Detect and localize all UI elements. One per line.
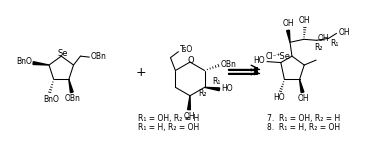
Text: TsO: TsO bbox=[180, 45, 194, 54]
Text: HO: HO bbox=[274, 93, 285, 102]
Polygon shape bbox=[299, 79, 304, 93]
Text: OH: OH bbox=[183, 112, 195, 121]
Text: Se: Se bbox=[57, 49, 68, 58]
Text: OBn: OBn bbox=[65, 94, 81, 103]
Text: R₁: R₁ bbox=[331, 39, 339, 48]
Polygon shape bbox=[69, 79, 73, 93]
Text: R₁: R₁ bbox=[212, 77, 221, 86]
Text: HO: HO bbox=[222, 84, 233, 93]
Text: OH: OH bbox=[339, 28, 350, 37]
Text: ⁺Se: ⁺Se bbox=[275, 52, 290, 61]
Polygon shape bbox=[254, 70, 259, 75]
Text: +: + bbox=[135, 66, 146, 80]
Text: OH: OH bbox=[298, 94, 309, 103]
Text: R₁ = H, R₂ = OH: R₁ = H, R₂ = OH bbox=[138, 123, 199, 132]
Text: R₂: R₂ bbox=[315, 43, 323, 52]
Text: R₂: R₂ bbox=[198, 89, 206, 98]
Text: Cl⁻: Cl⁻ bbox=[265, 52, 277, 61]
Text: OH: OH bbox=[318, 34, 329, 43]
Text: HO: HO bbox=[253, 56, 265, 65]
Text: OH: OH bbox=[282, 19, 294, 28]
Text: R₁ = OH, R₂ = H: R₁ = OH, R₂ = H bbox=[138, 114, 199, 123]
Text: 7.  R₁ = OH, R₂ = H: 7. R₁ = OH, R₂ = H bbox=[267, 114, 341, 123]
Text: OBn: OBn bbox=[90, 52, 106, 61]
Text: BnO: BnO bbox=[16, 57, 32, 66]
Text: OBn: OBn bbox=[220, 60, 236, 69]
Polygon shape bbox=[287, 30, 290, 42]
Polygon shape bbox=[254, 67, 259, 71]
Text: BnO: BnO bbox=[43, 95, 59, 104]
Polygon shape bbox=[187, 96, 191, 110]
Text: 8.  R₁ = H, R₂ = OH: 8. R₁ = H, R₂ = OH bbox=[267, 123, 341, 132]
Text: OH: OH bbox=[299, 16, 311, 25]
Polygon shape bbox=[33, 62, 49, 65]
Polygon shape bbox=[204, 87, 220, 91]
Text: O: O bbox=[187, 56, 194, 65]
